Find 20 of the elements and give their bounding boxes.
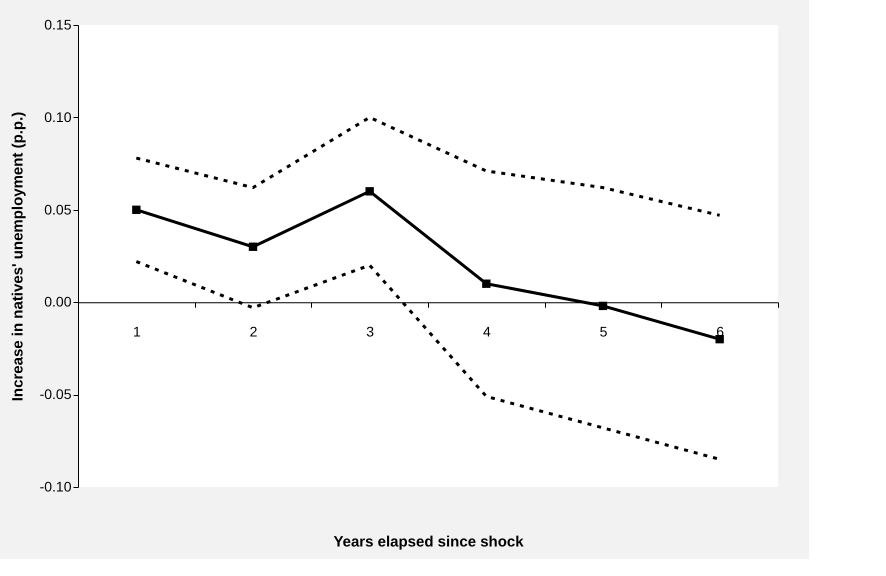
x-tick-label: 5 [600, 324, 608, 340]
y-axis-title: Increase in natives' unemployment (p.p.) [10, 112, 27, 402]
point [482, 280, 491, 288]
x-tick-label: 3 [366, 324, 374, 340]
point [598, 302, 608, 310]
point [132, 206, 141, 214]
x-tick-label: 1 [132, 324, 141, 340]
line-series [134, 116, 722, 217]
y-tick-label: -0.10 [40, 478, 72, 494]
y-tick-label: 0.10 [44, 108, 72, 125]
x-tick-label: 2 [250, 324, 258, 340]
x-axis-title: Years elapsed since shock [333, 534, 524, 550]
x-tick-label: 4 [482, 324, 491, 340]
point [715, 334, 724, 344]
y-tick-label: -0.05 [40, 386, 72, 402]
y-tick-label: 0.05 [44, 201, 72, 218]
y-tick-label: 0.00 [44, 294, 72, 310]
y-tick-label: 0.15 [44, 16, 72, 32]
point [365, 187, 374, 196]
point [248, 242, 258, 251]
